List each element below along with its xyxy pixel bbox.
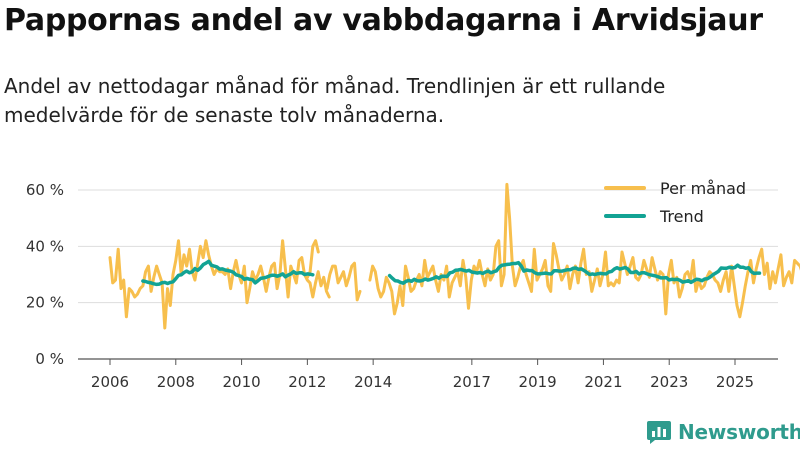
brand-logo: Newsworthy [646,419,800,445]
y-axis-ticks: 0 % 20 % 40 % 60 % [26,181,64,368]
y-tick-label: 60 % [26,181,64,199]
series-per-manad-line [108,239,331,330]
x-tick-label: 2021 [584,373,622,391]
x-tick-label: 2025 [716,373,754,391]
legend-label-trend: Trend [659,207,704,226]
x-tick-label: 2008 [157,373,195,391]
y-tick-label: 0 % [35,350,64,368]
series-per-manad-line [368,182,800,319]
x-axis-ticks: 2006 2008 2010 2012 2014 2017 2019 2021 2023 2025 [91,359,754,391]
series-lines [108,182,800,330]
page-title: Pappornas andel av vabbdagarna i Arvidsj… [4,3,763,38]
x-tick-label: 2010 [222,373,260,391]
newsworthy-logo-icon [647,421,671,444]
brand-name: Newsworthy [678,420,800,444]
x-tick-label: 2017 [453,373,491,391]
legend: Per månad Trend [604,179,746,226]
y-tick-label: 40 % [26,237,64,255]
y-tick-label: 20 % [26,294,64,312]
page-subtitle: Andel av nettodagar månad för månad. Tre… [4,74,666,127]
series-per-manad-line [325,261,362,302]
x-tick-label: 2006 [91,373,129,391]
x-tick-label: 2012 [288,373,326,391]
series-trend-line [141,259,315,287]
x-tick-label: 2014 [354,373,392,391]
x-tick-label: 2023 [650,373,688,391]
series-trend-line [387,260,762,285]
gridlines [78,189,778,360]
legend-label-per-manad: Per månad [660,179,746,198]
x-tick-label: 2019 [519,373,557,391]
